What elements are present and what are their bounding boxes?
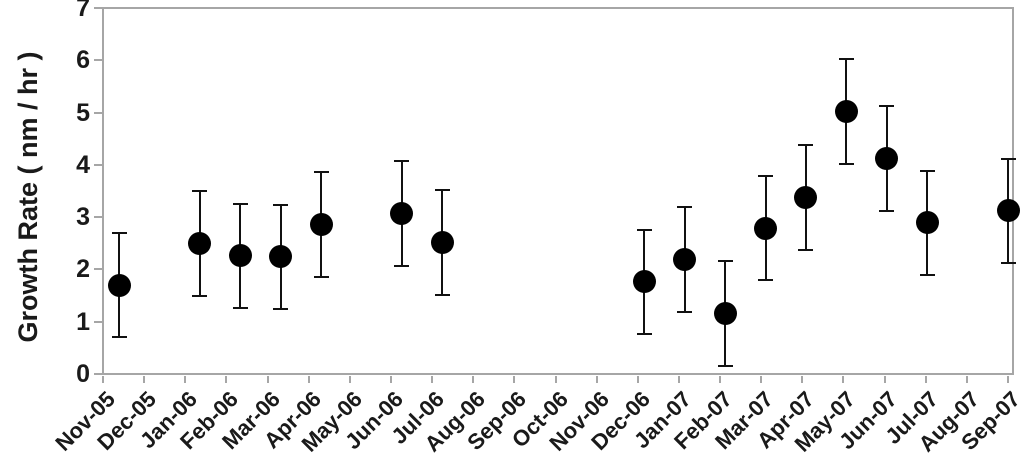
data-point-marker	[632, 270, 656, 294]
data-point-marker	[996, 199, 1020, 223]
x-tick	[513, 376, 516, 383]
x-tick	[143, 376, 146, 383]
data-point-marker	[309, 212, 333, 236]
error-bar-cap-top	[232, 202, 248, 205]
y-tick	[94, 163, 102, 166]
y-tick	[94, 59, 102, 62]
error-bar-cap-bottom	[273, 308, 289, 311]
error-bar-cap-bottom	[313, 275, 329, 278]
error-bar-cap-bottom	[677, 310, 693, 313]
x-tick	[431, 376, 434, 383]
error-bar-cap-top	[717, 260, 733, 263]
error-bar-cap-top	[677, 206, 693, 209]
data-point-marker	[390, 201, 414, 225]
error-bar-cap-top	[838, 58, 854, 61]
x-tick	[1007, 376, 1009, 383]
error-bar-cap-bottom	[798, 248, 814, 251]
error-bar-cap-bottom	[636, 333, 652, 336]
x-tick	[184, 376, 187, 383]
data-point-marker	[754, 216, 778, 240]
error-bar-cap-top	[636, 228, 652, 231]
y-tick	[94, 7, 102, 9]
error-bar-cap-bottom	[717, 364, 733, 367]
x-tick	[266, 376, 269, 383]
error-bar-cap-top	[273, 203, 289, 206]
error-bar-cap-top	[798, 143, 814, 146]
error-bar-cap-top	[111, 231, 127, 234]
error-bar-cap-top	[879, 105, 895, 108]
error-bar-cap-top	[313, 171, 329, 174]
y-tick-label: 2	[76, 255, 90, 284]
data-point-marker	[430, 230, 454, 254]
data-point-marker	[107, 273, 131, 297]
data-point-marker	[673, 247, 697, 271]
y-tick	[94, 111, 102, 114]
y-tick	[94, 373, 102, 375]
error-bar-cap-top	[394, 160, 410, 163]
error-bar-cap-bottom	[838, 162, 854, 165]
error-bar-cap-top	[1000, 157, 1016, 160]
y-tick-label: 4	[76, 150, 90, 179]
error-bar-cap-bottom	[394, 264, 410, 267]
x-tick	[595, 376, 598, 383]
y-tick-label: 1	[76, 307, 90, 336]
y-tick-label: 0	[76, 360, 90, 388]
y-tick	[94, 216, 102, 219]
x-tick	[760, 376, 763, 383]
y-tick-label: 3	[76, 203, 90, 232]
data-point-marker	[834, 100, 858, 124]
error-bar-cap-bottom	[232, 307, 248, 310]
y-tick-label: 5	[76, 98, 90, 127]
error-bar-cap-bottom	[919, 274, 935, 277]
data-point-marker	[794, 185, 818, 209]
x-tick	[554, 376, 557, 383]
y-tick-label: 7	[76, 0, 90, 22]
x-tick	[636, 376, 639, 383]
x-tick	[883, 376, 886, 383]
error-bar-cap-bottom	[111, 336, 127, 339]
x-tick	[842, 376, 845, 383]
data-point-marker	[269, 245, 293, 269]
y-tick	[94, 320, 102, 323]
x-tick	[102, 376, 104, 383]
error-bar-cap-top	[434, 188, 450, 191]
data-point-marker	[875, 147, 899, 171]
x-tick	[348, 376, 351, 383]
x-tick	[719, 376, 722, 383]
error-bar-cap-top	[919, 169, 935, 172]
x-tick	[389, 376, 392, 383]
x-tick	[472, 376, 475, 383]
data-point-marker	[188, 231, 212, 255]
x-tick	[801, 376, 804, 383]
error-bar-cap-bottom	[758, 279, 774, 282]
error-bar-cap-top	[758, 174, 774, 177]
plot-area	[102, 7, 1014, 375]
error-bar-cap-bottom	[192, 294, 208, 297]
y-axis-title: Growth Rate ( nm / hr )	[13, 51, 43, 343]
x-tick	[965, 376, 968, 383]
error-bar-cap-bottom	[434, 293, 450, 296]
data-point-marker	[228, 244, 252, 268]
y-tick	[94, 268, 102, 271]
y-tick-label: 6	[76, 46, 90, 75]
x-tick	[225, 376, 228, 383]
data-point-marker	[713, 301, 737, 325]
x-tick	[924, 376, 927, 383]
error-bar-cap-bottom	[1000, 262, 1016, 265]
error-bar-cap-top	[192, 190, 208, 192]
error-bar-cap-bottom	[879, 209, 895, 212]
data-point-marker	[915, 211, 939, 235]
x-tick	[307, 376, 310, 383]
x-tick	[677, 376, 680, 383]
